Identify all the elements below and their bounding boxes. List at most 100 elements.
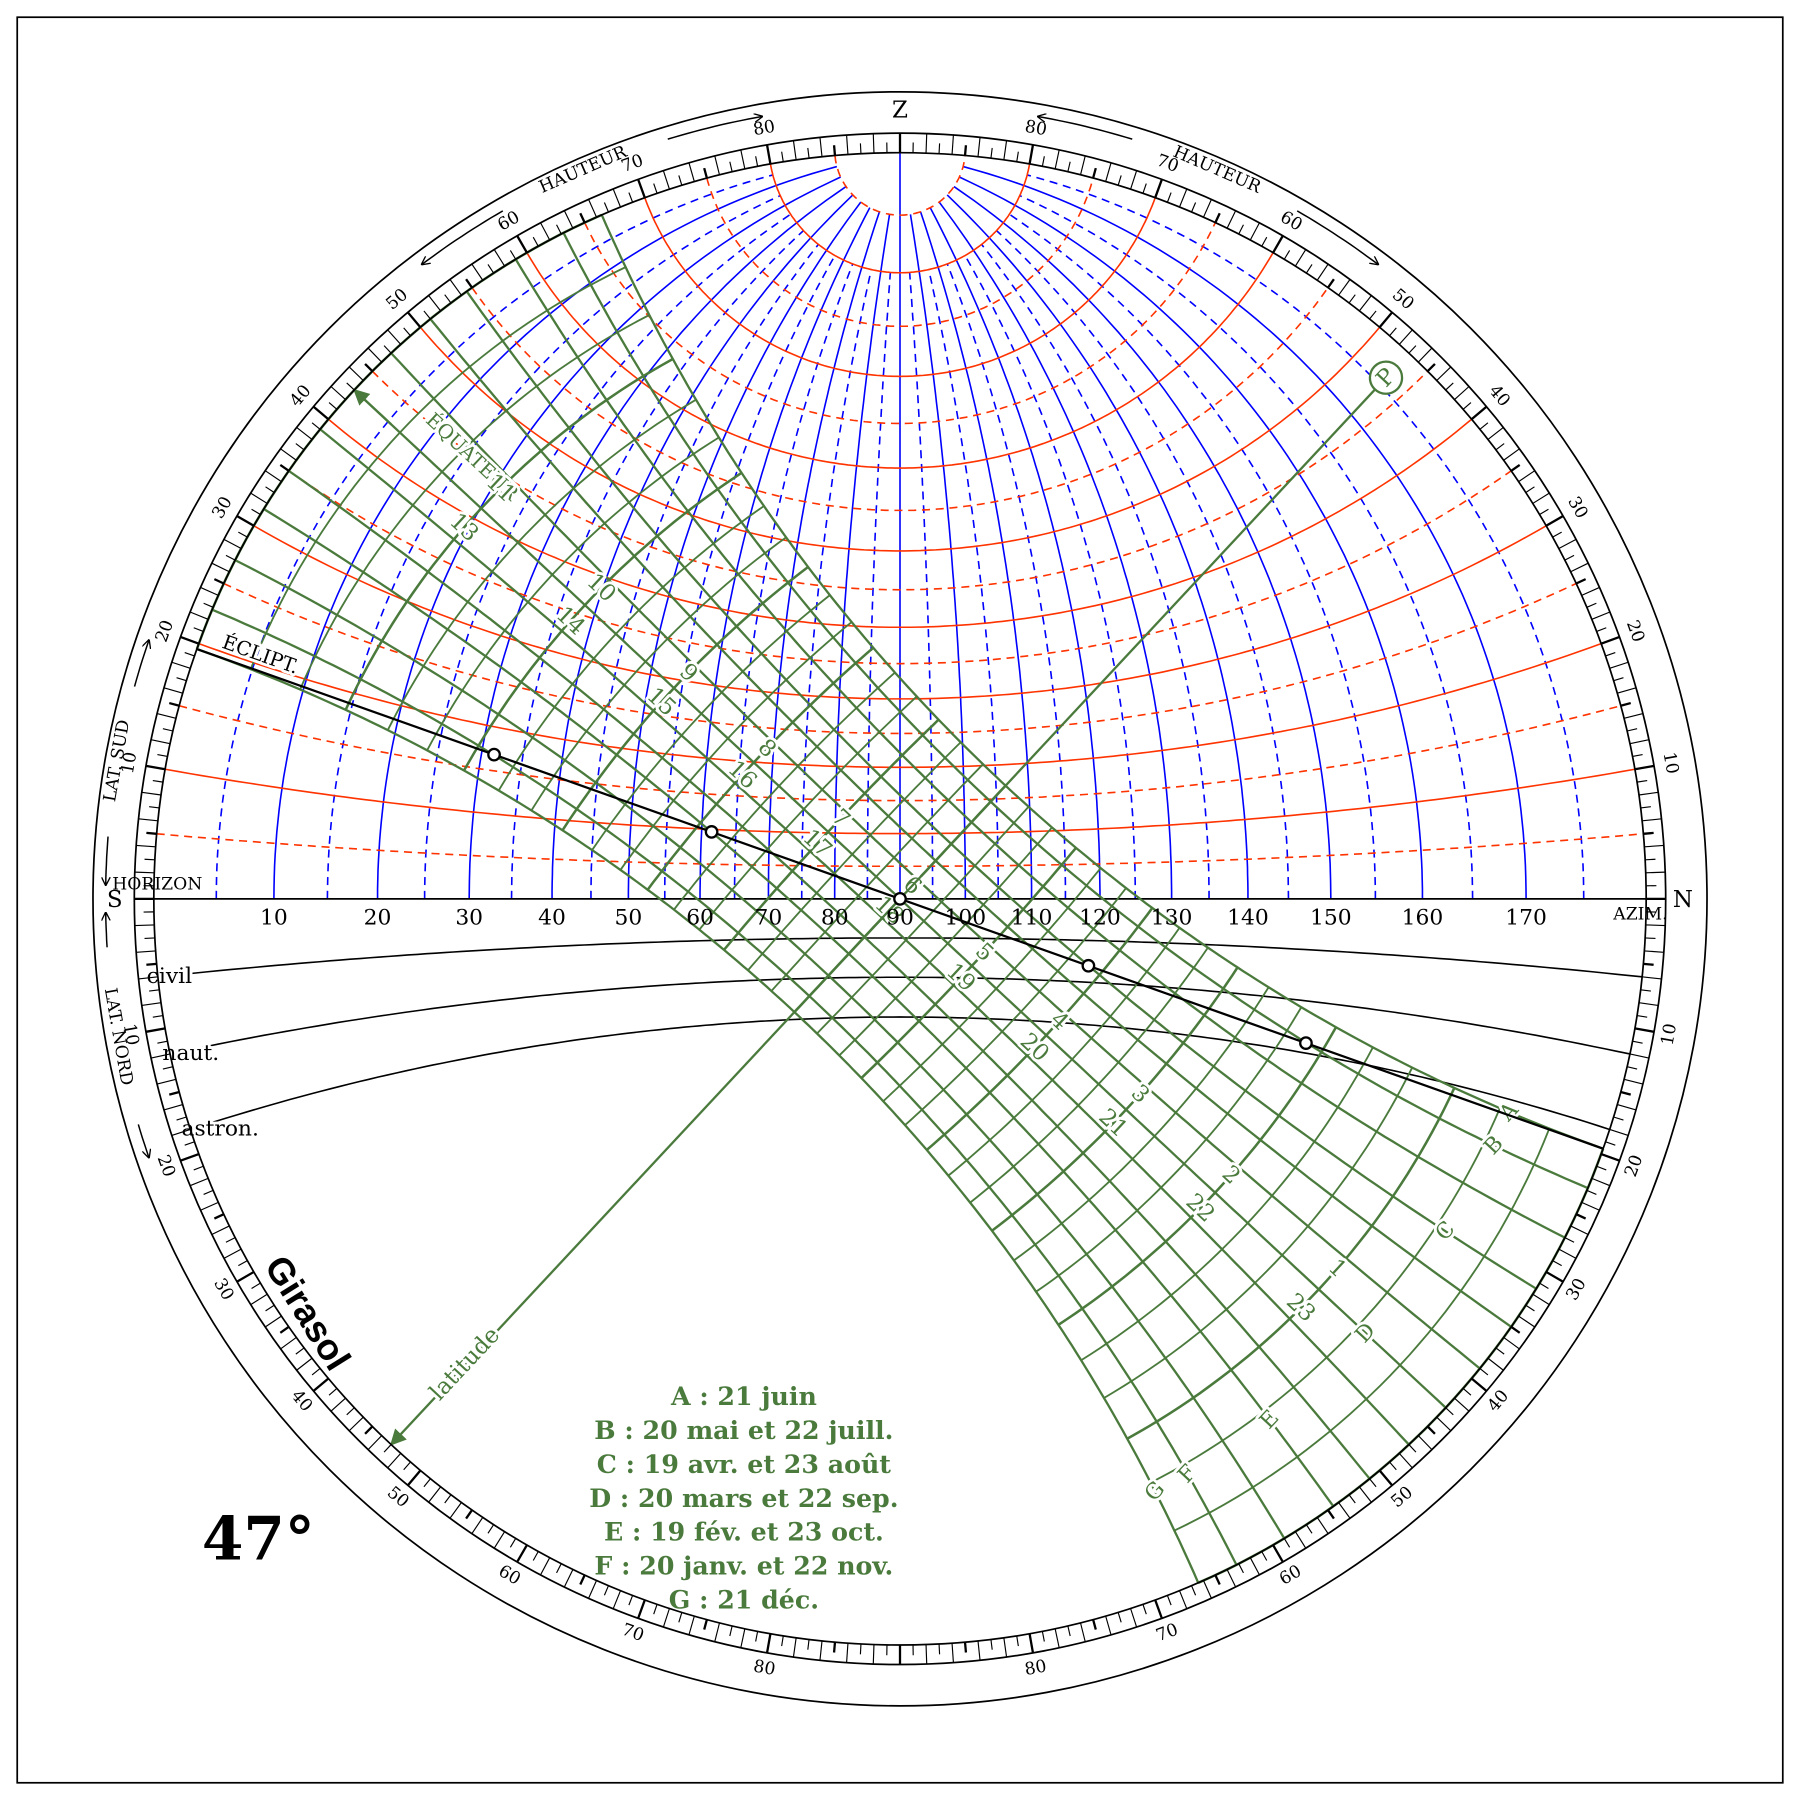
ring-tick [223,538,242,550]
ring-tick [1617,1103,1637,1111]
ring-tick [1261,1551,1268,1561]
ring-tick [872,133,875,154]
ring-tick [1623,713,1644,719]
ring-tick [1591,1177,1611,1187]
ring-tick [516,1544,528,1563]
pole-circle [1368,360,1404,395]
ring-tick [990,1639,993,1650]
zenith-label: Z [892,97,908,123]
ring-tick [688,162,695,182]
equator-arrow [353,388,392,426]
azimuth-line [953,185,1332,899]
ring-tick [925,1644,928,1665]
horizon-label: HORIZON [112,875,202,895]
rim-label: 10 [1659,750,1682,775]
ring-tick [236,515,255,527]
ring-tick [1398,1452,1413,1469]
ring-tick [134,924,155,927]
altitude-line [706,177,1094,328]
ring-tick [1605,652,1616,657]
lat-north-arc [106,913,107,948]
ring-tick [938,143,941,154]
ring-tick [872,1644,875,1665]
ring-tick [465,1509,473,1520]
ring-tick [312,405,330,421]
ring-tick [1445,1407,1454,1416]
ring-tick [328,1387,338,1396]
ring-tick [225,1237,236,1243]
ring-tick [1130,170,1138,190]
ring-tick [1600,1152,1620,1162]
ring-tick [383,345,392,354]
ring-tick [189,1177,209,1187]
ring-tick [1426,363,1436,373]
ring-tick [1214,212,1221,224]
ring-tick [1178,188,1188,208]
ring-tick [296,426,313,440]
ring-tick [1092,167,1097,179]
altitude-line [327,418,1473,629]
ring-tick [1454,1397,1470,1412]
ring-tick [540,222,551,241]
azimuth-line [995,230,1290,899]
ring-tick [280,1336,297,1350]
ring-tick [487,264,495,274]
legend-entry: E : 19 fév. et 23 oct. [604,1517,884,1547]
ring-tick [150,1053,171,1059]
azimuth-label: 20 [364,905,392,930]
altitude-title-arc [1296,210,1378,264]
ring-tick [163,687,183,694]
ring-tick [1436,1416,1452,1432]
ring-tick [859,1643,862,1655]
ring-tick [1532,1293,1550,1306]
ring-tick [144,937,155,940]
ring-tick [251,1282,261,1289]
ring-tick [1510,463,1521,472]
ring-tick [1581,586,1600,596]
ring-tick [213,1213,225,1220]
twilight-label: civil [147,964,192,989]
azimuth-line [962,165,1527,899]
ring-tick [312,1377,330,1392]
ring-tick [236,1270,255,1283]
rim-label: 10 [1658,1022,1681,1047]
south-label: S [107,887,123,913]
ring-tick [1591,611,1611,620]
altitude-line [198,642,1602,769]
ring-tick [1105,1615,1112,1636]
ring-tick [1632,753,1643,758]
ring-tick [1596,627,1607,632]
ring-tick [792,140,797,161]
ring-tick [653,183,658,194]
rim-label: 80 [752,117,777,140]
twilight-label: astron. [181,1116,258,1141]
ring-tick [755,156,759,167]
altitude-line [371,370,1429,591]
ring-tick [714,155,721,175]
ring-tick [1570,1225,1589,1236]
legend-entry: C : 19 avr. et 23 août [597,1449,892,1479]
ring-tick [1479,1367,1489,1376]
azimuth-line [909,214,967,899]
azimuth-label: 150 [1310,905,1352,930]
ring-tick [200,1201,219,1211]
rim-label: 10 [118,750,141,775]
ecliptic-point [1299,1036,1313,1050]
ring-tick [1316,1517,1329,1534]
ring-tick [1226,1569,1237,1588]
ring-tick [1079,155,1086,175]
ring-tick [1426,1425,1436,1435]
ring-tick [176,1116,187,1121]
ring-tick [203,1189,214,1195]
ring-tick [1283,250,1291,260]
ring-tick [603,1585,609,1596]
ring-tick [144,858,155,861]
ring-tick [588,1580,598,1599]
ring-tick [1586,602,1597,608]
ring-tick [703,167,708,179]
ring-tick [1389,327,1397,337]
ring-tick [678,175,683,186]
ring-tick [781,151,784,162]
ring-tick [1016,151,1019,162]
